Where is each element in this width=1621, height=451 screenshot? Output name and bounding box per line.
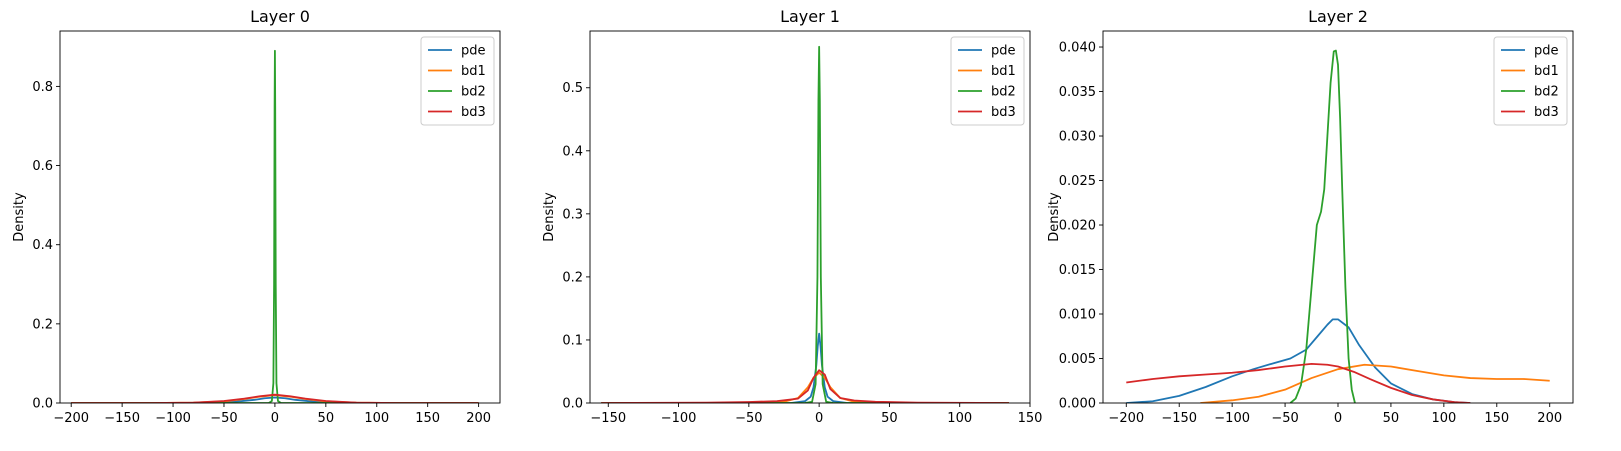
x-tick-label: 50 bbox=[881, 411, 898, 426]
series-line-bd2 bbox=[71, 49, 479, 403]
y-tick-label: 0.030 bbox=[1059, 130, 1096, 145]
y-tick-label: 0.015 bbox=[1059, 263, 1096, 278]
y-tick-label: 0.6 bbox=[32, 159, 53, 174]
chart-panel-1: −150 −100 −50 0 50 100 150 0.0 0.1 0.2 0.3 0.4 0.5 La… bbox=[542, 7, 1042, 426]
x-tick-label: −50 bbox=[1271, 411, 1298, 426]
x-tick-label: −100 bbox=[155, 411, 191, 426]
chart-title: Layer 2 bbox=[1308, 7, 1368, 26]
x-tick-label: 150 bbox=[415, 411, 440, 426]
x-tick-label: 200 bbox=[1537, 411, 1562, 426]
y-tick-label: 0.010 bbox=[1059, 308, 1096, 323]
x-tick-label: 150 bbox=[1484, 411, 1509, 426]
series-line-pde bbox=[1126, 318, 1471, 403]
y-tick-label: 0.1 bbox=[562, 333, 583, 348]
plot-frame bbox=[589, 30, 1031, 404]
y-tick-label: 0.0 bbox=[32, 397, 53, 412]
y-axis-label: Density bbox=[12, 192, 27, 242]
chart-title: Layer 1 bbox=[780, 7, 840, 26]
legend-label: bd2 bbox=[461, 85, 486, 100]
series-line-bd2 bbox=[1289, 49, 1356, 403]
x-tick-label: −150 bbox=[104, 411, 140, 426]
x-tick-label: −100 bbox=[661, 411, 697, 426]
x-tick-label: 0 bbox=[271, 411, 279, 426]
legend-box bbox=[950, 36, 1025, 126]
x-tick-label: 50 bbox=[318, 411, 335, 426]
legend-label: bd3 bbox=[461, 105, 486, 120]
series-line-bd3 bbox=[601, 369, 1009, 403]
series-line-bd1 bbox=[1200, 363, 1550, 403]
series-line-bd3 bbox=[1126, 362, 1471, 403]
y-tick-label: 0.040 bbox=[1059, 41, 1096, 56]
y-axis-label: Density bbox=[1047, 192, 1062, 242]
legend-label: pde bbox=[461, 44, 486, 59]
chart-panel-0: −200 −150 −100 −50 0 50 100 150 200 0.0 0.2 0.4 0.6 0… bbox=[12, 7, 501, 426]
x-tick-label: −150 bbox=[590, 411, 626, 426]
legend-label: bd3 bbox=[1534, 105, 1559, 120]
legend: pde bd1 bd2 bd3 bbox=[420, 36, 495, 126]
y-tick-label: 0.000 bbox=[1059, 397, 1096, 412]
chart-title: Layer 0 bbox=[250, 7, 310, 26]
x-tick-label: 100 bbox=[364, 411, 389, 426]
y-tick-label: 0.025 bbox=[1059, 174, 1096, 189]
x-tick-label: −200 bbox=[1108, 411, 1144, 426]
y-tick-label: 0.2 bbox=[562, 270, 583, 285]
x-tick-label: −50 bbox=[210, 411, 237, 426]
x-tick-label: −100 bbox=[1214, 411, 1250, 426]
chart-panel-2: −200 −150 −100 −50 0 50 100 150 200 0.000 0.005 0.0… bbox=[1047, 7, 1574, 426]
x-tick-label: −150 bbox=[1161, 411, 1197, 426]
plot-frame bbox=[59, 30, 501, 404]
series-line-bd2 bbox=[601, 45, 1009, 403]
legend-label: bd1 bbox=[1534, 64, 1559, 79]
series-line-pde bbox=[601, 332, 1009, 403]
legend: pde bd1 bd2 bd3 bbox=[1493, 36, 1568, 126]
x-tick-label: 50 bbox=[1383, 411, 1400, 426]
legend-box bbox=[1493, 36, 1568, 126]
legend-label: bd2 bbox=[1534, 85, 1559, 100]
x-tick-label: −200 bbox=[53, 411, 89, 426]
y-tick-label: 0.8 bbox=[32, 80, 53, 95]
y-tick-label: 0.2 bbox=[32, 317, 53, 332]
series-line-bd1 bbox=[71, 394, 479, 403]
legend-box bbox=[420, 36, 495, 126]
y-tick-label: 0.005 bbox=[1059, 352, 1096, 367]
x-tick-label: 0 bbox=[815, 411, 823, 426]
legend-label: bd1 bbox=[461, 64, 486, 79]
y-tick-label: 0.4 bbox=[562, 144, 583, 159]
x-tick-label: 100 bbox=[1431, 411, 1456, 426]
legend-label: bd2 bbox=[991, 85, 1016, 100]
y-tick-label: 0.035 bbox=[1059, 85, 1096, 100]
y-tick-label: 0.4 bbox=[32, 238, 53, 253]
y-tick-label: 0.020 bbox=[1059, 219, 1096, 234]
y-tick-label: 0.5 bbox=[562, 81, 583, 96]
x-tick-label: 0 bbox=[1334, 411, 1342, 426]
legend-label: pde bbox=[991, 44, 1016, 59]
legend-label: pde bbox=[1534, 44, 1559, 59]
legend-label: bd3 bbox=[991, 105, 1016, 120]
y-tick-label: 0.0 bbox=[562, 397, 583, 412]
x-tick-label: 200 bbox=[466, 411, 491, 426]
x-tick-label: 100 bbox=[947, 411, 972, 426]
x-tick-label: −50 bbox=[735, 411, 762, 426]
x-tick-label: 150 bbox=[1018, 411, 1043, 426]
series-line-bd1 bbox=[601, 371, 1009, 403]
legend-label: bd1 bbox=[991, 64, 1016, 79]
y-axis-label: Density bbox=[542, 192, 557, 242]
legend: pde bd1 bd2 bd3 bbox=[950, 36, 1025, 126]
y-tick-label: 0.3 bbox=[562, 207, 583, 222]
